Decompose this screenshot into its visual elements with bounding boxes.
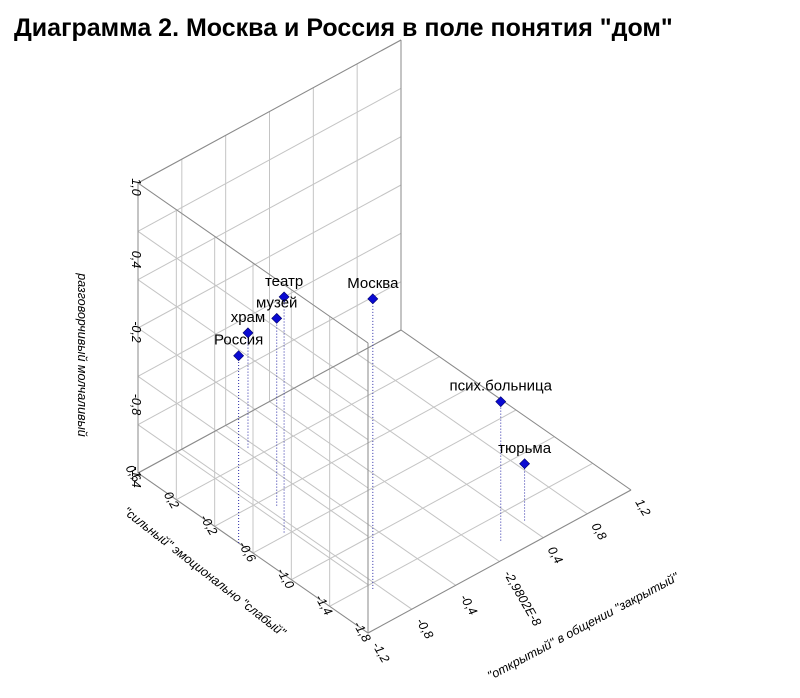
floor-grid-line [176, 356, 440, 501]
frame-edge [137, 182, 369, 344]
x-tick-label: -1,2 [369, 640, 392, 666]
point-marker [242, 327, 254, 339]
point-label: Москва [347, 275, 399, 292]
point-marker [233, 350, 245, 362]
back-wall-grid-line [137, 136, 402, 281]
back-wall-grid-line [137, 87, 402, 232]
frame-edge [137, 329, 402, 474]
side-wall-grid-line [137, 230, 369, 392]
y-tick-label: -0,2 [197, 512, 220, 538]
z-tick-label: 1,0 [129, 178, 143, 195]
y-tick-label: -1,0 [274, 566, 297, 592]
data-point: Москва [347, 275, 399, 589]
plot-frame [137, 39, 632, 634]
y-tick-label: -1,4 [312, 592, 335, 618]
side-wall-grid-line [137, 279, 369, 441]
z-tick-label: 0,4 [129, 251, 143, 268]
frame-edge [137, 39, 402, 184]
floor-grid-line [313, 377, 544, 539]
x-tick-label: -0,4 [457, 592, 480, 618]
side-wall-grid-line [137, 424, 369, 586]
point-label: псих.больница [450, 378, 553, 395]
data-point: театр [265, 273, 303, 533]
point-label: тюрьма [498, 440, 552, 457]
z-tick-label: -0,2 [129, 321, 143, 343]
back-wall-grid-line [137, 232, 402, 377]
frame-edge [367, 489, 632, 634]
frame-edge [137, 472, 369, 634]
chart-title: Диаграмма 2. Москва и Россия в поле поня… [14, 14, 673, 42]
y-tick-label: 0,2 [161, 489, 182, 511]
point-label: театр [265, 273, 303, 290]
point-label: храм [231, 309, 266, 326]
x-tick-label: 1,2 [632, 497, 653, 519]
frame-edge [400, 329, 632, 491]
point-marker [271, 312, 283, 324]
back-wall-grid-line [137, 184, 402, 329]
x-tick-label: 0,4 [545, 544, 566, 566]
point-label: музей [256, 294, 297, 311]
y-tick-label: -1,8 [351, 619, 374, 645]
data-point: тюрьма [498, 440, 552, 521]
data-point: музей [256, 294, 297, 506]
x-tick-label: -0,8 [413, 616, 436, 642]
data-point: псих.больница [450, 378, 553, 541]
point-marker [367, 293, 379, 305]
z-tick-label: -0,8 [129, 394, 143, 416]
data-point: храм [231, 309, 266, 448]
side-wall-grid-line [137, 375, 369, 537]
x-tick-label: -2,9802E-8 [501, 568, 544, 629]
x-tick-label: 0,8 [589, 520, 610, 542]
data-points: Москва театр музей Россия храм псих.больница т… [214, 273, 553, 589]
data-point: Россия [214, 332, 263, 543]
z-axis-title: разговорчивый молчаливый [75, 272, 89, 436]
point-marker [519, 458, 531, 470]
point-marker [278, 291, 290, 303]
back-wall-grid-line [137, 281, 402, 426]
side-wall-grid-line [137, 327, 369, 489]
z-tick-label: -1,4 [129, 466, 143, 488]
point-marker [495, 396, 507, 408]
point-label: Россия [214, 332, 263, 349]
